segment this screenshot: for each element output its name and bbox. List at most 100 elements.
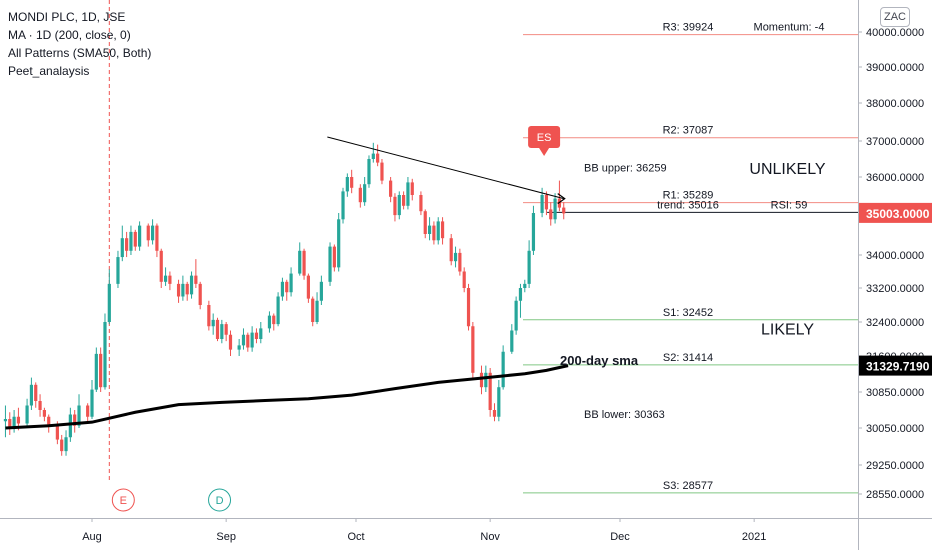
y-tick-label: 34000.0000 xyxy=(866,250,924,262)
candle xyxy=(250,332,254,348)
candle xyxy=(211,319,215,327)
candle xyxy=(436,221,440,241)
candle xyxy=(228,334,233,350)
candle xyxy=(397,195,401,216)
candle xyxy=(402,195,406,206)
candle xyxy=(514,300,518,331)
candle xyxy=(68,414,72,438)
candle xyxy=(466,288,471,327)
candle xyxy=(133,231,137,247)
es-pattern-badge[interactable] xyxy=(528,126,561,148)
candle xyxy=(207,305,211,327)
candle xyxy=(410,182,414,195)
candle xyxy=(60,439,64,452)
y-tick-label: 29250.0000 xyxy=(866,460,924,472)
candle xyxy=(194,275,198,284)
candle xyxy=(315,300,319,322)
candle xyxy=(440,221,445,239)
candle xyxy=(267,315,272,329)
y-tick-label: 28550.0000 xyxy=(866,489,924,501)
candle xyxy=(462,271,466,288)
y-tick-label: 30050.0000 xyxy=(866,423,924,435)
candle xyxy=(358,187,362,203)
level-label: S1: 32452 xyxy=(663,307,713,319)
candle xyxy=(125,238,129,251)
candle xyxy=(553,198,557,220)
candle xyxy=(138,225,142,247)
candle xyxy=(306,275,310,299)
candle xyxy=(198,283,202,305)
candle xyxy=(518,288,523,301)
candle xyxy=(432,225,436,241)
x-tick-label: Dec xyxy=(610,531,630,543)
level-label: S2: 31414 xyxy=(663,352,713,364)
last-price-badge xyxy=(859,202,932,223)
candle xyxy=(337,219,341,268)
candle xyxy=(302,250,306,276)
candle xyxy=(146,225,150,241)
currency-button[interactable]: ZAC xyxy=(880,7,910,27)
candle xyxy=(523,283,527,288)
candle xyxy=(488,372,492,410)
candle xyxy=(492,410,497,417)
candle xyxy=(246,334,250,348)
candle xyxy=(8,419,12,428)
level-label: trend: 35016 xyxy=(657,199,719,211)
y-tick-label: 40000.0000 xyxy=(866,27,924,39)
candle xyxy=(189,275,194,295)
trendline-arrowhead xyxy=(557,193,566,205)
candle xyxy=(449,238,453,262)
candle xyxy=(77,405,81,426)
candle xyxy=(224,324,228,335)
candle xyxy=(406,182,410,206)
candle xyxy=(159,250,163,282)
y-tick-label: 39000.0000 xyxy=(866,62,924,74)
x-tick-label: Sep xyxy=(216,531,236,543)
candle xyxy=(241,334,246,346)
candle xyxy=(185,283,189,295)
candle xyxy=(389,180,393,197)
legend-indicator-ma[interactable]: MA · 1D (200, close, 0) xyxy=(8,28,131,42)
es-pattern-pointer xyxy=(539,148,550,156)
sma200-line xyxy=(5,364,569,430)
legend-indicator-analysis[interactable]: Peet_analaysis xyxy=(8,64,90,78)
sma-value-label: 31329.7190 xyxy=(866,360,930,374)
candle xyxy=(259,328,263,339)
candle xyxy=(458,252,462,272)
candle xyxy=(99,353,103,388)
unlikely-label: UNLIKELY xyxy=(749,161,826,178)
candle xyxy=(380,162,384,181)
level-extra-label: Momentum: -4 xyxy=(754,22,825,34)
candle xyxy=(90,389,94,417)
candle xyxy=(298,250,302,274)
candle xyxy=(280,281,285,297)
candle xyxy=(311,298,315,322)
candle xyxy=(103,322,107,388)
bollinger-label: BB upper: 36259 xyxy=(584,163,667,175)
candle xyxy=(350,177,354,188)
bollinger-label: BB lower: 30363 xyxy=(584,409,665,421)
legend-indicator-patterns[interactable]: All Patterns (SMA50, Both) xyxy=(8,46,152,60)
candle xyxy=(107,283,111,322)
candle xyxy=(367,159,371,185)
candle xyxy=(549,209,553,220)
earnings-event-marker[interactable] xyxy=(111,488,135,512)
candle xyxy=(94,353,98,390)
candle xyxy=(29,384,34,406)
candle xyxy=(341,191,345,220)
candle xyxy=(453,252,458,262)
candle xyxy=(419,195,423,212)
legend-title: MONDI PLC, 1D, JSE xyxy=(8,10,126,24)
y-tick-label: 33200.0000 xyxy=(866,283,924,295)
level-label: R2: 37087 xyxy=(663,125,714,137)
candle xyxy=(544,195,549,210)
dividend-event-marker[interactable] xyxy=(208,488,232,512)
x-tick-label: Oct xyxy=(347,531,364,543)
candle xyxy=(328,246,332,282)
candle xyxy=(42,410,46,417)
likely-label: LIKELY xyxy=(761,321,814,338)
candle xyxy=(497,387,501,417)
candle xyxy=(484,372,488,388)
